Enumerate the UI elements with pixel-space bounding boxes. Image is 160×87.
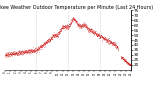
Title: Milwaukee Weather Outdoor Temperature per Minute (Last 24 Hours): Milwaukee Weather Outdoor Temperature pe… bbox=[0, 5, 153, 10]
